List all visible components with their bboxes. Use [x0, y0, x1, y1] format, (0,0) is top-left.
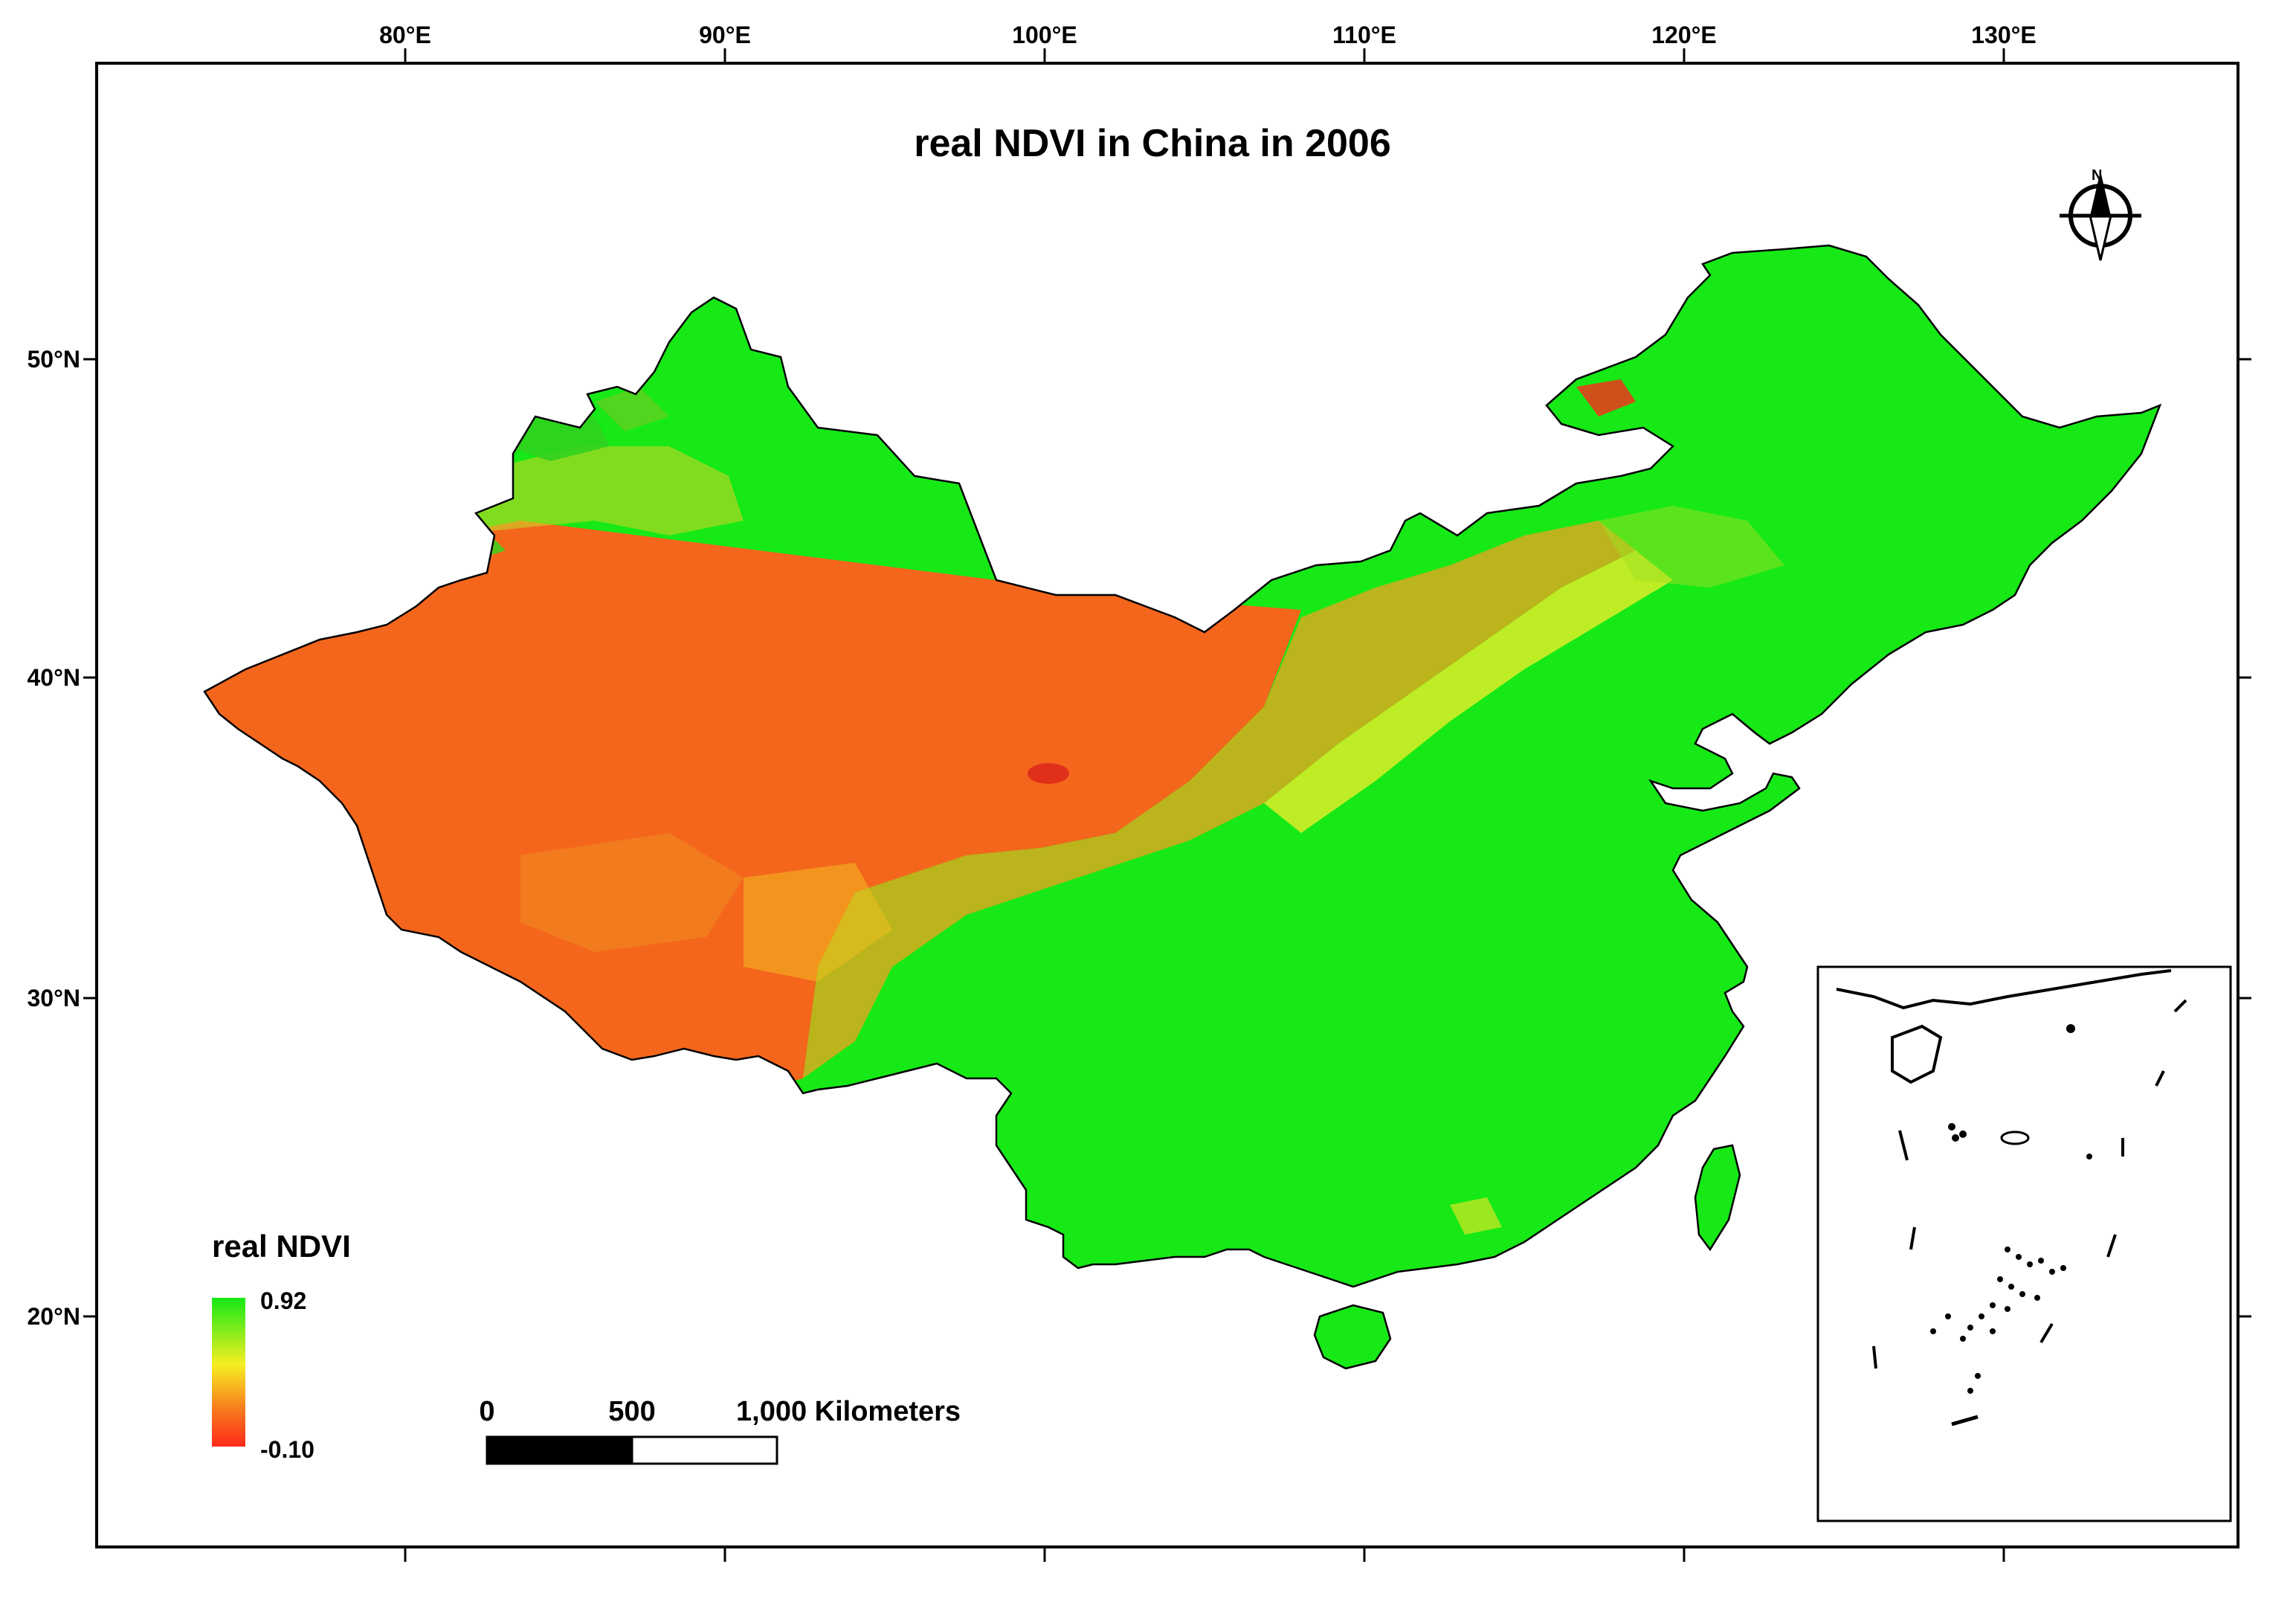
scale-bar: 0 500 1,000 Kilometers: [479, 1396, 961, 1465]
lon-label-110: 110°E: [1332, 22, 1396, 48]
scale-label-1000: 1,000 Kilometers: [736, 1396, 961, 1427]
lon-label-90: 90°E: [699, 22, 751, 48]
map-frame: [95, 62, 2239, 1548]
lon-label-80: 80°E: [379, 22, 431, 48]
hainan-island: [1313, 1304, 1392, 1370]
lon-label-130: 130°E: [1971, 22, 2037, 48]
lon-label-120: 120°E: [1651, 22, 1717, 48]
right-axis-ticks: [2238, 358, 2251, 1318]
legend-max-label: 0.92: [260, 1287, 306, 1314]
lon-label-100: 100°E: [1012, 22, 1077, 48]
map-title: real NDVI in China in 2006: [914, 122, 1391, 165]
lat-label-40: 40°N: [28, 664, 81, 691]
left-axis: 50°N 40°N 30°N 20°N: [28, 346, 97, 1330]
bottom-axis-ticks: [404, 1547, 2005, 1562]
north-arrow-label: N: [2092, 167, 2102, 184]
ndvi-legend: real NDVI 0.92 -0.10: [212, 1229, 351, 1463]
north-arrow-icon: N: [2060, 167, 2141, 261]
scale-label-500: 500: [608, 1396, 655, 1427]
south-china-sea-inset: [1816, 965, 2232, 1522]
lat-label-30: 30°N: [28, 985, 81, 1011]
lat-label-20: 20°N: [28, 1303, 81, 1330]
top-axis: 80°E 90°E 100°E 110°E 120°E 130°E: [379, 22, 2037, 63]
lat-label-50: 50°N: [28, 346, 81, 373]
legend-title: real NDVI: [212, 1229, 351, 1264]
scale-label-0: 0: [479, 1396, 494, 1427]
taiwan-island: [1694, 1144, 1741, 1252]
legend-min-label: -0.10: [260, 1436, 315, 1463]
legend-color-ramp: [212, 1298, 245, 1447]
